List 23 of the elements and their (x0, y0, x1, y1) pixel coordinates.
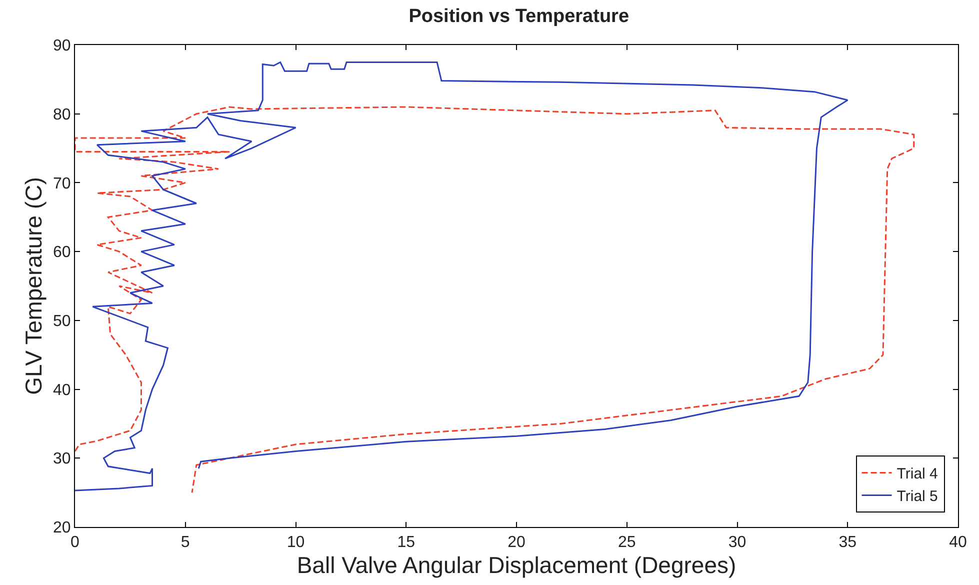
x-tick-label: 20 (508, 534, 526, 552)
x-axis-title: Ball Valve Angular Displacement (Degrees) (296, 552, 736, 578)
x-tick-label: 30 (728, 534, 746, 552)
legend-label: Trial 4 (896, 466, 938, 483)
x-tick-label: 10 (286, 534, 305, 552)
x-tick-label: 35 (838, 534, 857, 552)
x-tick-label: 40 (949, 534, 967, 552)
y-tick-label: 60 (53, 244, 71, 262)
y-tick-label: 50 (53, 313, 71, 330)
y-tick-label: 70 (53, 175, 71, 192)
line-series (75, 61, 848, 492)
legend-label: Trial 5 (896, 488, 938, 506)
x-tick-label: 0 (70, 534, 80, 552)
x-tick-label: 25 (618, 534, 636, 552)
y-tick-label: 80 (53, 106, 71, 124)
y-tick-label: 30 (53, 450, 71, 468)
x-tick-label: 5 (180, 534, 190, 552)
y-axis-title: GLV Temperature (C) (20, 177, 46, 395)
y-tick-label: 90 (53, 38, 71, 55)
y-tick-label: 20 (53, 520, 71, 537)
chart-title: Position vs Temperature (408, 6, 630, 28)
y-tick-label: 40 (53, 382, 71, 399)
x-tick-label: 15 (397, 534, 416, 552)
